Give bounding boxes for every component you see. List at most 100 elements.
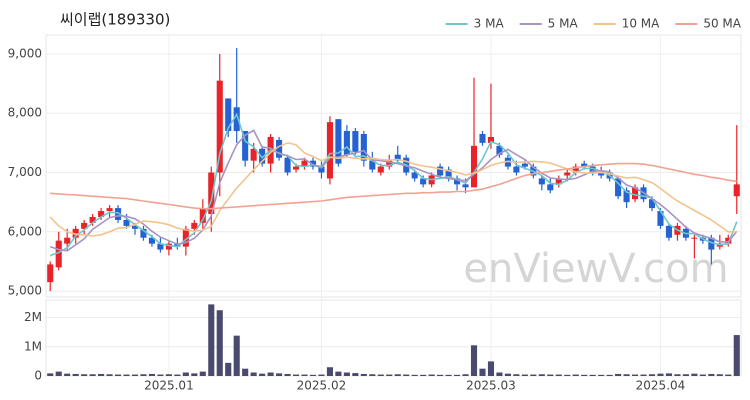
chart-title: 씨이랩(189330)	[60, 11, 170, 29]
volume-bar	[343, 372, 350, 376]
volume-bar	[394, 374, 401, 376]
candle-body	[572, 166, 579, 173]
volume-bar	[242, 368, 249, 376]
y-tick-label: 1M	[24, 339, 42, 353]
candle-body	[242, 131, 249, 161]
legend-label: 3 MA	[474, 17, 505, 31]
candle-body	[114, 208, 122, 220]
y-tick-label: 0	[34, 369, 42, 383]
ma-line	[49, 142, 737, 237]
volume-bar	[470, 345, 478, 376]
candle-body	[276, 139, 283, 158]
volume-bar	[131, 374, 139, 376]
volume-bar	[174, 374, 181, 376]
volume-bar	[216, 310, 223, 376]
ma-line	[49, 112, 738, 257]
candle-body	[165, 243, 172, 250]
candle-body	[191, 222, 198, 229]
volume-bar	[640, 374, 647, 376]
volume-bar	[487, 361, 495, 376]
x-tick-label: 2025.01	[144, 379, 194, 393]
volume-bar	[276, 373, 283, 376]
candle-body	[665, 225, 673, 238]
volume-bar	[521, 374, 528, 376]
candle-body	[632, 187, 639, 200]
volume-bar	[615, 373, 622, 376]
volume-bar	[699, 374, 706, 376]
candle-body	[615, 178, 622, 197]
volume-bar	[462, 374, 469, 376]
volume-bar	[445, 374, 452, 376]
legend-label: 5 MA	[548, 17, 579, 31]
legend-label: 10 MA	[622, 17, 660, 31]
volume-bar	[123, 374, 130, 376]
volume-bar	[733, 335, 740, 376]
candle-body	[343, 131, 350, 155]
volume-bar	[208, 304, 215, 376]
volume-bar	[165, 374, 172, 376]
candle-body	[394, 154, 401, 161]
candle-body	[233, 107, 240, 132]
candle-body	[487, 136, 495, 143]
candle-body	[454, 178, 461, 185]
candle-body	[47, 264, 54, 283]
candle-body	[377, 166, 384, 173]
candle-body	[216, 80, 223, 173]
volume-bar	[454, 374, 461, 376]
volume-bar	[157, 374, 164, 376]
candle-body	[708, 237, 715, 250]
volume-bar	[309, 374, 317, 376]
candle-body	[623, 190, 630, 203]
candle-body	[89, 216, 96, 223]
volume-bar	[318, 374, 325, 376]
y-tick-label: 6,000	[8, 224, 42, 238]
candle-body	[72, 228, 79, 238]
volume-bar	[437, 374, 444, 376]
candle-body	[225, 98, 232, 132]
volume-bar	[632, 374, 639, 376]
candle-body	[292, 166, 300, 170]
volume-bar	[428, 374, 435, 376]
ma-line	[50, 162, 737, 210]
volume-bar	[148, 373, 155, 376]
candle-body	[691, 237, 698, 239]
candle-body	[259, 148, 266, 164]
volume-bar	[530, 374, 537, 376]
volume-panel	[45, 299, 742, 377]
volume-bar	[292, 374, 300, 376]
candle-body	[98, 211, 105, 217]
candle-body	[411, 172, 418, 179]
volume-bar	[352, 373, 359, 376]
y-tick-label: 2M	[24, 310, 42, 324]
ma-line	[49, 129, 738, 252]
x-tick-label: 2025.04	[636, 379, 686, 393]
candle-body	[106, 208, 113, 212]
volume-bar	[657, 373, 664, 376]
candle-body	[326, 122, 333, 179]
candle-body	[182, 228, 189, 247]
candle-body	[657, 211, 664, 226]
volume-bar	[114, 374, 122, 376]
volume-bar	[335, 371, 342, 376]
legend-label: 50 MA	[703, 17, 741, 31]
candle-body	[555, 178, 562, 185]
y-tick-label: 5,000	[8, 284, 42, 298]
volume-bar	[81, 374, 88, 376]
volume-bar	[301, 374, 308, 376]
volume-bar	[267, 372, 274, 376]
volume-bar	[64, 373, 71, 376]
candle-body	[564, 172, 571, 176]
volume-bar	[606, 374, 613, 376]
volume-bar	[674, 374, 681, 376]
volume-bar	[479, 368, 486, 376]
volume-bar	[420, 374, 427, 376]
candle-body	[352, 131, 359, 152]
volume-bar	[55, 371, 62, 376]
volume-bar	[716, 374, 723, 376]
volume-bar	[47, 373, 54, 376]
candle-body	[123, 219, 130, 226]
volume-bar	[725, 374, 732, 376]
candle-body	[521, 163, 528, 167]
volume-bar	[598, 374, 605, 376]
